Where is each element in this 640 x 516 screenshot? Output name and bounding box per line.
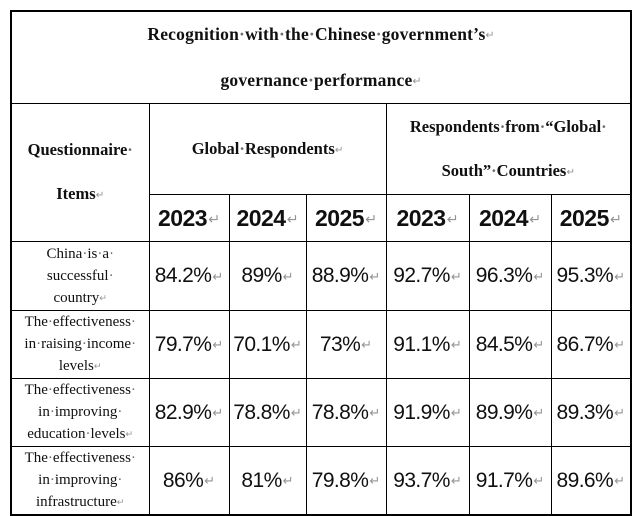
title-row: Recognition·with·the·Chinese·government’…	[10, 10, 632, 105]
value-cell: 84.2%↵	[148, 241, 230, 312]
value-cell: 89%↵	[228, 241, 307, 312]
value-cell: 86%↵	[148, 446, 230, 516]
table-row-education-levels: The·effectiveness· in·improving· education…	[10, 378, 632, 448]
row-label-education-levels: The·effectiveness· in·improving· education…	[10, 378, 150, 448]
value-cell: 78.8%↵	[228, 378, 307, 448]
col-header-questionnaire-items: Questionnaire· Items↵	[10, 103, 150, 243]
value-cell: 89.3%↵	[550, 378, 632, 448]
table-row-raising-income: The·effectiveness· in·raising·income· leve…	[10, 310, 632, 380]
value-cell: 93.7%↵	[385, 446, 470, 516]
table-row-successful-country: China·is·a· successful· country↵ 84.2%↵ 89…	[10, 241, 632, 312]
value-cell: 82.9%↵	[148, 378, 230, 448]
year-header-south-2025: 2025↵	[550, 194, 632, 243]
value-cell: 86.7%↵	[550, 310, 632, 380]
year-header-global-2024: 2024↵	[228, 194, 307, 243]
year-header-global-2025: 2025↵	[305, 194, 387, 243]
group-header-global-south-countries: Respondents·from·“Global· South”·Countrie…	[385, 103, 632, 196]
value-cell: 84.5%↵	[468, 310, 552, 380]
year-header-south-2024: 2024↵	[468, 194, 552, 243]
value-cell: 73%↵	[305, 310, 387, 380]
value-cell: 96.3%↵	[468, 241, 552, 312]
value-cell: 92.7%↵	[385, 241, 470, 312]
value-cell: 79.7%↵	[148, 310, 230, 380]
header-row: Questionnaire· Items↵ Global·Respondents↵…	[10, 103, 632, 243]
year-header-row: 2023↵ 2024↵ 2025↵ 2023↵ 2024↵ 2025↵	[11, 194, 632, 243]
table-title: Recognition·with·the·Chinese·government’…	[10, 10, 632, 105]
value-cell: 79.8%↵	[305, 446, 387, 516]
value-cell: 88.9%↵	[305, 241, 387, 312]
group-header-global-respondents: Global·Respondents↵	[148, 103, 387, 196]
year-header-global-2023: 2023↵	[148, 194, 230, 243]
value-cell: 70.1%↵	[228, 310, 307, 380]
value-cell: 95.3%↵	[550, 241, 632, 312]
value-cell: 78.8%↵	[305, 378, 387, 448]
value-cell: 91.1%↵	[385, 310, 470, 380]
value-cell: 89.6%↵	[550, 446, 632, 516]
row-label-successful-country: China·is·a· successful· country↵	[10, 241, 150, 312]
value-cell: 91.9%↵	[385, 378, 470, 448]
value-cell: 91.7%↵	[468, 446, 552, 516]
year-header-south-2023: 2023↵	[385, 194, 470, 243]
row-label-infrastructure: The·effectiveness· in·improving· infrastru…	[10, 446, 150, 516]
value-cell: 81%↵	[228, 446, 307, 516]
governance-recognition-table: Recognition·with·the·Chinese·government’…	[10, 10, 633, 516]
value-cell: 89.9%↵	[468, 378, 552, 448]
row-label-raising-income: The·effectiveness· in·raising·income· leve…	[10, 310, 150, 380]
table-row-infrastructure: The·effectiveness· in·improving· infrastru…	[10, 446, 632, 516]
